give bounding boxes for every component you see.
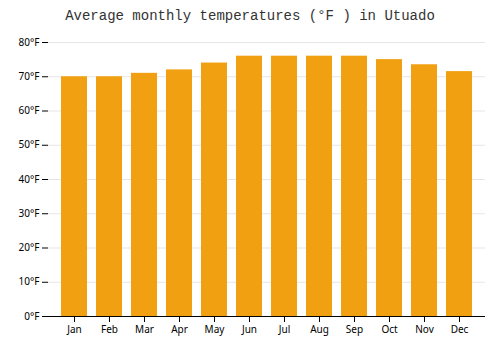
- svg-text:Feb: Feb: [101, 322, 118, 336]
- svg-text:0°F: 0°F: [24, 309, 39, 323]
- svg-text:40°F: 40°F: [19, 172, 40, 186]
- svg-text:Dec: Dec: [451, 322, 469, 336]
- svg-text:60°F: 60°F: [19, 103, 40, 117]
- svg-text:50°F: 50°F: [19, 137, 40, 151]
- svg-text:Jul: Jul: [278, 322, 291, 336]
- svg-text:70°F: 70°F: [19, 69, 40, 83]
- svg-text:Aug: Aug: [310, 322, 329, 336]
- svg-text:30°F: 30°F: [19, 206, 40, 220]
- svg-text:Sep: Sep: [346, 322, 363, 336]
- svg-text:May: May: [205, 322, 226, 336]
- svg-text:10°F: 10°F: [19, 274, 40, 288]
- svg-text:Nov: Nov: [415, 322, 434, 336]
- svg-text:Jun: Jun: [241, 322, 257, 336]
- svg-text:Apr: Apr: [171, 322, 188, 336]
- svg-text:Jan: Jan: [66, 322, 82, 336]
- html-text:Average monthly temperatures (: Average monthly temperatures (°F ) in Ut…: [65, 8, 435, 24]
- svg-text:80°F: 80°F: [19, 35, 40, 49]
- svg-text:Oct: Oct: [381, 322, 398, 336]
- svg-text:Mar: Mar: [135, 322, 154, 336]
- svg-text:20°F: 20°F: [19, 240, 40, 254]
